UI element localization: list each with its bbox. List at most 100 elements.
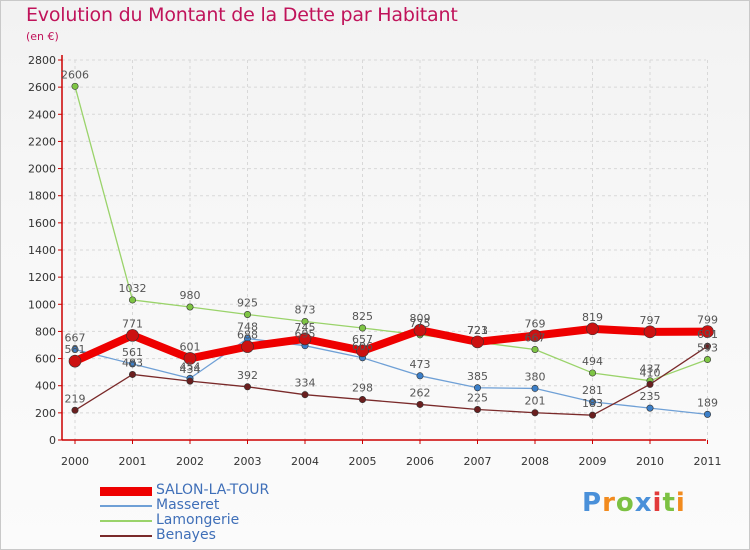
y-tick-label: 2800 (28, 54, 56, 67)
data-point (183, 352, 197, 365)
data-label: 775 (410, 317, 431, 330)
data-label: 723 (467, 324, 488, 337)
y-tick-label: 2600 (28, 81, 56, 94)
data-point (701, 325, 714, 338)
data-point (531, 345, 539, 353)
y-tick-label: 800 (35, 325, 56, 338)
data-label: 825 (352, 310, 373, 323)
data-label: 392 (237, 369, 258, 382)
chart-title: Evolution du Montant de la Dette par Hab… (26, 4, 458, 26)
y-tick-label: 400 (35, 380, 56, 393)
logo-letter: i (675, 488, 686, 518)
data-point (129, 296, 137, 304)
data-label: 235 (640, 390, 661, 403)
data-point (358, 324, 366, 332)
data-label: 385 (467, 370, 488, 383)
x-tick-label: 2010 (636, 455, 664, 468)
y-tick-label: 1800 (28, 190, 56, 203)
data-label: 606 (352, 340, 373, 353)
data-label: 745 (295, 321, 316, 334)
y-tick-label: 1200 (28, 271, 56, 284)
y-tick-label: 1600 (28, 217, 56, 230)
data-label: 797 (640, 314, 661, 327)
x-tick-label: 2004 (291, 455, 319, 468)
data-point (413, 323, 427, 337)
legend-label: SALON-LA-TOUR (156, 482, 270, 498)
data-label: 925 (237, 296, 258, 309)
data-label: 980 (180, 289, 201, 302)
data-point (588, 398, 596, 406)
chart-subtitle: (en €) (26, 30, 59, 43)
data-label: 667 (525, 331, 546, 344)
data-label: 809 (410, 312, 431, 325)
logo-letter: x (634, 488, 653, 518)
data-point (703, 356, 711, 364)
data-point (301, 391, 309, 399)
data-point (68, 354, 82, 368)
x-tick-label: 2005 (349, 455, 377, 468)
data-point (71, 82, 79, 90)
data-point (71, 406, 79, 414)
data-label: 225 (467, 391, 488, 404)
x-tick-label: 2003 (234, 455, 262, 468)
y-tick-label: 2200 (28, 135, 56, 148)
data-labels: 2606667581219103277156148398060145443492… (61, 68, 718, 410)
data-point (531, 384, 539, 392)
legend-label: Lamongerie (156, 512, 240, 528)
y-tick-label: 2400 (28, 108, 56, 121)
data-label: 454 (180, 360, 201, 373)
legend-swatch (100, 520, 152, 522)
data-point (301, 318, 309, 326)
axes: 0 200 400 600 800 1000 1200 1400 1600 1800 2000 220… (28, 54, 722, 468)
data-point (588, 369, 596, 377)
data-label: 721 (467, 324, 488, 337)
series-line-salon-la-tour (73, 324, 708, 365)
data-point (126, 329, 139, 342)
data-point (471, 335, 484, 349)
x-tick-label: 2011 (694, 455, 722, 468)
data-point (528, 329, 542, 342)
x-tick-label: 2001 (119, 455, 147, 468)
data-label: 437 (640, 363, 661, 376)
data-label: 748 (237, 320, 258, 333)
logo-letter: P (582, 488, 603, 518)
data-label: 281 (582, 384, 603, 397)
proxiti-logo: Proxiti (582, 488, 686, 518)
y-tick-label: 600 (35, 353, 56, 366)
series-line-benayes (74, 345, 708, 416)
data-label: 799 (697, 314, 718, 327)
data-label: 201 (525, 395, 546, 408)
data-label: 581 (65, 343, 86, 356)
data-label: 873 (295, 304, 316, 317)
data-point (186, 303, 194, 311)
data-label: 219 (65, 392, 86, 405)
data-label: 601 (180, 340, 201, 353)
data-point (129, 370, 137, 378)
data-label: 2606 (61, 68, 89, 81)
y-tick-label: 1400 (28, 244, 56, 257)
x-tick-label: 2000 (61, 455, 89, 468)
data-point (71, 345, 79, 353)
data-label: 189 (697, 396, 718, 409)
x-tick-label: 2007 (464, 455, 492, 468)
data-label: 183 (582, 397, 603, 410)
data-label: 473 (410, 358, 431, 371)
logo-letter: i (652, 488, 663, 518)
data-label: 561 (122, 346, 143, 359)
data-point (531, 409, 539, 417)
x-tick-label: 2009 (579, 455, 607, 468)
data-label: 334 (295, 377, 316, 390)
y-tick-label: 2000 (28, 163, 56, 176)
data-label: 695 (295, 328, 316, 341)
data-label: 593 (697, 342, 718, 355)
legend-label: Masseret (156, 497, 220, 513)
data-label: 657 (352, 333, 373, 346)
data-point (643, 325, 657, 339)
logo-letter: t (662, 488, 676, 518)
data-point (129, 360, 137, 368)
series-lines (68, 82, 714, 419)
data-point (646, 404, 654, 412)
series-line-lamongerie (74, 86, 708, 382)
